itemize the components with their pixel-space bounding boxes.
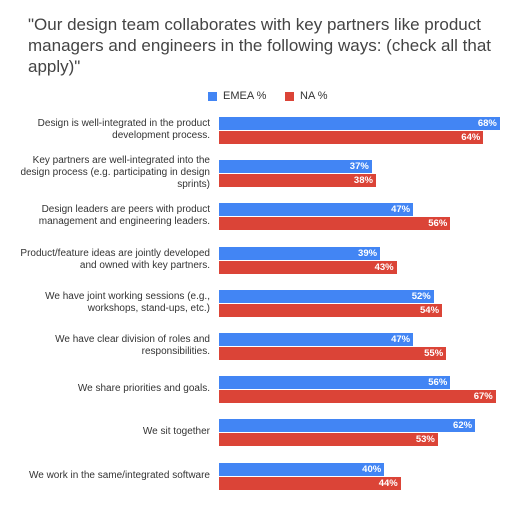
data-label: 56% (428, 218, 448, 230)
bar: 43% (219, 260, 397, 274)
legend-item: NA % (285, 90, 328, 102)
y-tick-label: We work in the same/integrated software (28, 469, 210, 481)
data-label: 53% (415, 434, 435, 446)
legend-label: NA % (300, 90, 328, 102)
chart-title: "Our design team collaborates with key p… (28, 15, 492, 76)
y-tick-label: Product/feature ideas are jointly develo… (20, 247, 210, 271)
data-label: 37% (349, 161, 369, 173)
bar: 44% (219, 476, 401, 490)
y-tick-label: Design leaders are peers with product ma… (38, 204, 210, 228)
bar: 47% (219, 333, 414, 346)
bar: 56% (219, 376, 451, 390)
legend-swatch (208, 91, 217, 101)
data-label: 56% (428, 377, 448, 389)
data-label: 52% (411, 290, 431, 302)
bar: 68% (219, 117, 500, 130)
bar: 62% (219, 419, 476, 433)
legend-label: EMEA % (223, 90, 267, 102)
y-tick-label: We have clear division of roles and resp… (55, 334, 210, 357)
y-tick-label: We share priorities and goals. (77, 383, 210, 395)
data-label: 62% (453, 420, 473, 432)
data-label: 43% (374, 261, 394, 273)
legend-swatch (285, 91, 294, 101)
bar: 64% (219, 131, 484, 144)
data-label: 47% (391, 204, 411, 216)
data-label: 40% (362, 463, 382, 475)
bar: 37% (219, 160, 372, 174)
data-label: 44% (378, 477, 398, 489)
bar: 47% (219, 203, 414, 217)
data-label: 54% (420, 304, 440, 316)
data-label: 68% (477, 118, 497, 129)
bar: 39% (219, 246, 381, 260)
bar: 55% (219, 347, 447, 360)
bar: 52% (219, 289, 434, 303)
bar: 40% (219, 462, 385, 476)
data-label: 47% (391, 334, 411, 345)
y-tick-label: We have joint working sessions (e.g., wo… (45, 290, 210, 314)
bar: 56% (219, 217, 451, 231)
data-label: 55% (424, 348, 444, 359)
data-label: 64% (461, 132, 481, 143)
bar: 38% (219, 174, 376, 188)
data-label: 67% (473, 391, 493, 403)
y-tick-label: Design is well-integrated in the product… (37, 118, 210, 141)
bar: 53% (219, 433, 438, 447)
bar: 67% (219, 390, 496, 404)
y-tick-label: Key partners are well-integrated into th… (20, 155, 210, 191)
y-tick-label: We sit together (142, 426, 210, 438)
data-label: 38% (353, 175, 373, 187)
legend-item: EMEA % (208, 90, 266, 102)
bar: 54% (219, 303, 443, 317)
data-label: 39% (358, 247, 378, 259)
